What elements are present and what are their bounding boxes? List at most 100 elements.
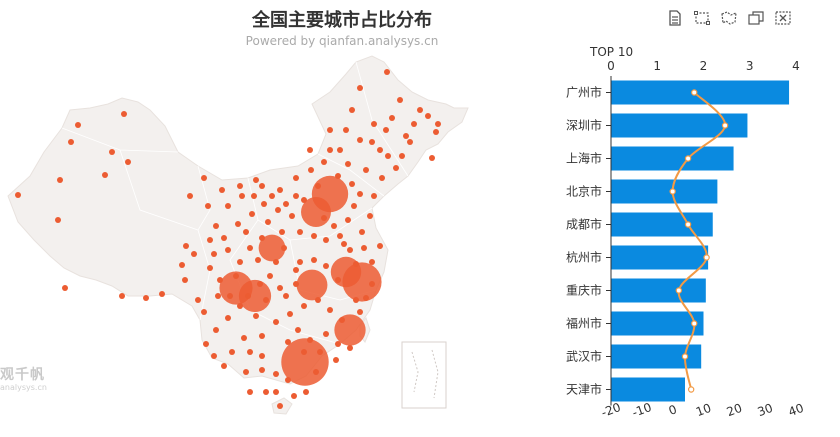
city-dot[interactable] [389, 115, 395, 121]
city-dot[interactable] [277, 187, 283, 193]
city-dot[interactable] [371, 121, 377, 127]
city-dot[interactable] [269, 193, 275, 199]
city-dot[interactable] [221, 235, 227, 241]
city-dot[interactable] [327, 307, 333, 313]
city-dot[interactable] [247, 389, 253, 395]
city-dot[interactable] [297, 229, 303, 235]
city-dot[interactable] [119, 293, 125, 299]
city-dot[interactable] [323, 331, 329, 337]
city-dot[interactable] [308, 167, 314, 173]
city-dot[interactable] [357, 137, 363, 143]
bar[interactable] [611, 278, 706, 303]
city-dot[interactable] [195, 297, 201, 303]
city-dot[interactable] [253, 177, 259, 183]
city-dot[interactable] [237, 259, 243, 265]
city-dot[interactable] [303, 389, 309, 395]
city-dot[interactable] [407, 139, 413, 145]
city-dot[interactable] [211, 251, 217, 257]
city-dot[interactable] [109, 149, 115, 155]
city-dot[interactable] [384, 69, 390, 75]
city-dot[interactable] [367, 213, 373, 219]
city-dot[interactable] [287, 311, 293, 317]
zoom-select-button[interactable] [693, 9, 711, 27]
city-bubble[interactable] [301, 197, 331, 227]
line-point[interactable] [684, 155, 692, 162]
city-dot[interactable] [357, 191, 363, 197]
city-dot[interactable] [369, 259, 375, 265]
city-dot[interactable] [259, 353, 265, 359]
city-dot[interactable] [393, 165, 399, 171]
city-dot[interactable] [435, 121, 441, 127]
city-dot[interactable] [201, 175, 207, 181]
city-dot[interactable] [377, 147, 383, 153]
city-dot[interactable] [361, 245, 367, 251]
data-view-button[interactable] [666, 9, 684, 27]
city-dot[interactable] [397, 97, 403, 103]
city-dot[interactable] [143, 295, 149, 301]
clear-button[interactable] [774, 9, 792, 27]
city-dot[interactable] [237, 183, 243, 189]
city-dot[interactable] [289, 213, 295, 219]
city-dot[interactable] [255, 257, 261, 263]
city-dot[interactable] [347, 247, 353, 253]
city-dot[interactable] [385, 153, 391, 159]
city-dot[interactable] [301, 303, 307, 309]
city-dot[interactable] [235, 221, 241, 227]
city-dot[interactable] [187, 193, 193, 199]
city-dot[interactable] [371, 193, 377, 199]
city-dot[interactable] [225, 247, 231, 253]
city-dot[interactable] [207, 265, 213, 271]
line-point[interactable] [691, 320, 698, 327]
line-point[interactable] [675, 287, 683, 294]
city-dot[interactable] [259, 333, 265, 339]
city-dot[interactable] [75, 122, 81, 128]
city-dot[interactable] [182, 277, 188, 283]
bar[interactable] [611, 80, 790, 105]
city-dot[interactable] [249, 211, 255, 217]
city-dot[interactable] [265, 219, 271, 225]
city-dot[interactable] [323, 263, 329, 269]
zoom-reset-button[interactable] [720, 9, 738, 27]
city-dot[interactable] [207, 237, 213, 243]
city-dot[interactable] [211, 353, 217, 359]
city-dot[interactable] [369, 139, 375, 145]
bar[interactable] [611, 245, 709, 270]
city-dot[interactable] [357, 85, 363, 91]
city-dot[interactable] [323, 237, 329, 243]
city-dot[interactable] [417, 107, 423, 113]
city-dot[interactable] [259, 367, 265, 373]
city-dot[interactable] [337, 147, 343, 153]
city-dot[interactable] [259, 183, 265, 189]
city-dot[interactable] [68, 139, 74, 145]
city-dot[interactable] [229, 349, 235, 355]
city-dot[interactable] [363, 167, 369, 173]
city-dot[interactable] [247, 245, 253, 251]
city-bubble[interactable] [238, 279, 272, 313]
city-dot[interactable] [403, 133, 409, 139]
line-point[interactable] [681, 353, 689, 360]
city-dot[interactable] [179, 262, 185, 268]
city-dot[interactable] [297, 259, 303, 265]
city-dot[interactable] [273, 389, 279, 395]
restore-button[interactable] [747, 9, 765, 27]
city-dot[interactable] [263, 389, 269, 395]
city-dot[interactable] [293, 175, 299, 181]
bar[interactable] [611, 311, 704, 336]
city-dot[interactable] [311, 233, 317, 239]
city-dot[interactable] [307, 147, 313, 153]
city-dot[interactable] [285, 339, 291, 345]
city-dot[interactable] [277, 285, 283, 291]
city-dot[interactable] [247, 349, 253, 355]
line-point[interactable] [669, 188, 676, 195]
city-dot[interactable] [57, 177, 63, 183]
city-dot[interactable] [377, 243, 383, 249]
city-dot[interactable] [273, 319, 279, 325]
city-dot[interactable] [333, 357, 339, 363]
city-dot[interactable] [205, 203, 211, 209]
city-dot[interactable] [261, 201, 267, 207]
city-dot[interactable] [345, 161, 351, 167]
city-dot[interactable] [275, 207, 281, 213]
city-dot[interactable] [291, 393, 297, 399]
city-dot[interactable] [343, 127, 349, 133]
city-dot[interactable] [433, 129, 439, 135]
